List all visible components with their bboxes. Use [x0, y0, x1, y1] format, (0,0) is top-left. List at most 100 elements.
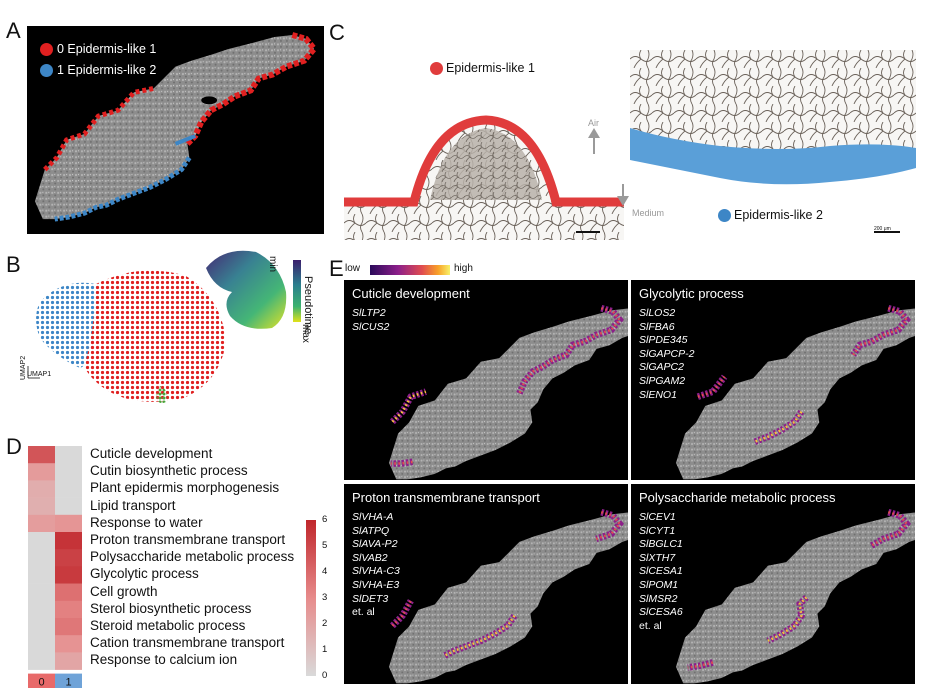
expression-panel-title: Cuticle development [352, 286, 470, 301]
heatmap-cell [55, 446, 82, 464]
gene-name: SlPOM1 [639, 578, 679, 591]
gene-name: SlCYT1 [639, 524, 676, 537]
gene-name: SlDET3 [352, 592, 389, 605]
colorbar-tick: 1 [322, 644, 328, 655]
heatmap-cell [28, 446, 55, 464]
gene-name: SlPGAM2 [639, 374, 686, 387]
panel-c-right-micrograph [630, 50, 916, 240]
colorbar-tick: 2 [322, 618, 328, 629]
panel-label-c: C [329, 20, 345, 45]
colorbar-tick: 4 [322, 566, 328, 577]
legend-dot-epidermis-1 [40, 43, 53, 56]
gene-list: SlVHA-A SlATPQ SlAVA-P2 SlVAB2 SlVHA-C3 SlVHA… [352, 511, 400, 620]
heatmap-cell [55, 583, 82, 602]
gene-name: SlCUS2 [352, 320, 390, 333]
gene-name: SlPDE345 [639, 334, 688, 347]
umap-cluster-1 [36, 282, 97, 368]
heatmap-cell [28, 583, 55, 602]
epidermis-1-layer [344, 115, 624, 207]
gene-list: SlLOS2 SlFBA6 SlPDE345 SlGAPCP-2 SlGAPC2 SlPG… [639, 307, 694, 402]
panel-label-a: A [6, 18, 21, 43]
gene-name: SlFBA6 [639, 320, 675, 333]
gene-name: SlLOS2 [639, 307, 676, 319]
expression-tissue [631, 508, 915, 684]
cluster-tile-0 [28, 673, 55, 688]
go-term-label: Sterol biosynthetic process [90, 600, 252, 616]
expression-map-panel: Glycolytic process SlLOS2 SlFBA6 SlPDE345 Sl… [631, 280, 915, 480]
gene-name: SlLTP2 [352, 307, 386, 319]
heatmap-cell [28, 463, 55, 481]
medium-label: Medium [632, 208, 665, 218]
colorbar-tick: 5 [322, 540, 328, 551]
gene-name: SlVHA-C3 [352, 565, 400, 578]
go-term-label: Response to calcium ion [90, 652, 238, 668]
heatmap-cell [55, 463, 82, 481]
heatmap-cell [55, 635, 82, 653]
umap-cluster-0 [84, 270, 226, 402]
heatmap-cell [28, 480, 55, 498]
epidermis-2-label: Epidermis-like 2 [734, 208, 823, 222]
epidermis-1-label: Epidermis-like 1 [446, 61, 535, 75]
heatmap-cell [55, 497, 82, 516]
heatmap-cell [55, 532, 82, 550]
gene-name: SlMSR2 [639, 592, 678, 605]
go-term-label: Cutin biosynthetic process [90, 463, 248, 479]
expression-map-panel: Proton transmembrane transport SlVHA-A SlA… [344, 484, 628, 684]
heatmap-cell [28, 549, 55, 567]
umap-cluster-green [156, 386, 168, 404]
expr-colorbar-low: low [345, 263, 361, 274]
epidermis-2-dot [718, 209, 731, 222]
gene-name: SlVHA-A [352, 511, 394, 523]
heatmap-cell [28, 635, 55, 653]
pseudotime-colorbar [293, 260, 301, 322]
go-term-label: Glycolytic process [90, 566, 199, 582]
expression-tissue [344, 304, 628, 480]
heatmap-cell [55, 566, 82, 584]
gene-name: SlVHA-E3 [352, 578, 400, 591]
go-term-label: Cation transmembrane transport [90, 635, 285, 651]
heatmap-cell [55, 514, 82, 533]
umap-y-label: UMAP2 [20, 355, 27, 380]
heatmap-cell [55, 480, 82, 498]
go-term-label: Lipid transport [90, 497, 176, 513]
gene-name: et. al [639, 619, 662, 632]
go-term-label: Steroid metabolic process [90, 618, 246, 633]
epidermis-1-dot [430, 62, 443, 75]
gene-name: SlVAB2 [352, 551, 388, 564]
expression-panel-title: Glycolytic process [639, 286, 744, 301]
go-term-label: Proton transmembrane transport [90, 532, 286, 547]
expression-panel-title: Polysaccharide metabolic process [639, 490, 836, 505]
heatmap-cell [55, 652, 82, 670]
tissue-umap-spatial [27, 32, 318, 222]
colorbar-tick: 6 [322, 514, 328, 525]
legend-label-epidermis-2: 1 Epidermis-like 2 [57, 63, 157, 77]
cluster-tile-1 [55, 673, 82, 688]
heatmap-cell [28, 514, 55, 533]
gene-list: SlLTP2 SlCUS2 [352, 307, 389, 334]
heatmap-cell [28, 618, 55, 636]
air-arrow-icon [588, 128, 600, 138]
panel-label-d: D [6, 434, 22, 459]
umap-x-label: UMAP1 [27, 371, 52, 378]
panel-label-e: E [329, 256, 344, 281]
gene-name: SlCESA6 [639, 606, 683, 619]
heatmap-cell [28, 652, 55, 670]
gene-name: SlGAPC2 [639, 361, 684, 374]
colorbar-tick: 3 [322, 592, 328, 603]
heatmap-colorbar [306, 520, 316, 676]
gene-name: SlATPQ [352, 524, 390, 537]
heatmap-cell [55, 618, 82, 636]
expression-colorbar [370, 265, 450, 275]
expression-tissue [631, 304, 915, 480]
gene-name: SlXTH7 [639, 551, 676, 564]
medium-arrow-icon [617, 184, 629, 206]
expr-colorbar-high: high [454, 263, 473, 274]
gene-name: SlGAPCP-2 [639, 347, 695, 360]
umap-pseudotime-inset [206, 250, 287, 329]
epidermis-2-layer [630, 128, 916, 185]
go-term-label: Plant epidermis morphogenesis [90, 480, 280, 496]
air-label: Air [588, 118, 599, 128]
cluster-label: 0 [38, 677, 44, 688]
expression-tissue [344, 508, 628, 684]
heatmap-cell [28, 532, 55, 550]
